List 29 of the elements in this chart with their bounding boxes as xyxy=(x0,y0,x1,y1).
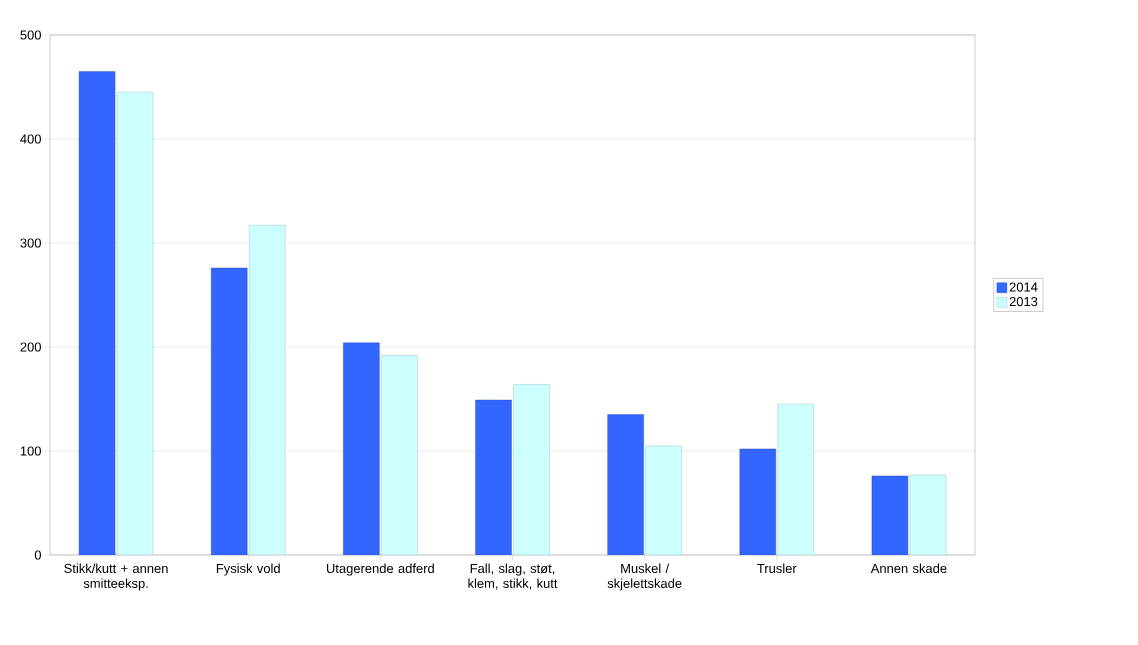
y-tick-label: 200 xyxy=(20,342,41,352)
bar xyxy=(116,91,154,555)
bar xyxy=(381,355,418,555)
y-tick-label: 300 xyxy=(20,238,41,248)
bar xyxy=(513,384,550,555)
bar xyxy=(607,414,644,555)
bar xyxy=(78,71,116,555)
bar xyxy=(739,448,776,555)
bar xyxy=(211,267,248,555)
x-tick-label: Utagerende adferd xyxy=(326,563,434,576)
bar xyxy=(871,475,909,555)
bar xyxy=(777,404,814,555)
y-tick-label: 0 xyxy=(34,550,41,560)
bar xyxy=(645,445,682,555)
x-tick-label: Annen skade xyxy=(870,563,947,574)
legend-label: 2013 xyxy=(1009,296,1038,307)
x-tick-label: Fall, slag, støt, klem, stikk, kutt xyxy=(468,563,558,590)
x-tick-label: Trusler xyxy=(757,563,797,574)
legend-label: 2014 xyxy=(1009,282,1038,292)
y-tick-label: 500 xyxy=(20,30,41,40)
bar xyxy=(909,474,947,555)
bar xyxy=(475,399,512,555)
x-tick-label: Stikk/kutt + annen smitteeksp. xyxy=(64,563,168,591)
bar xyxy=(249,225,286,555)
x-tick-label: Muskel / skjelettskade xyxy=(607,563,682,591)
y-tick-label: 100 xyxy=(20,446,41,456)
y-tick-label: 400 xyxy=(20,134,41,144)
bar xyxy=(343,342,380,555)
x-tick-label: Fysisk vold xyxy=(216,563,280,576)
